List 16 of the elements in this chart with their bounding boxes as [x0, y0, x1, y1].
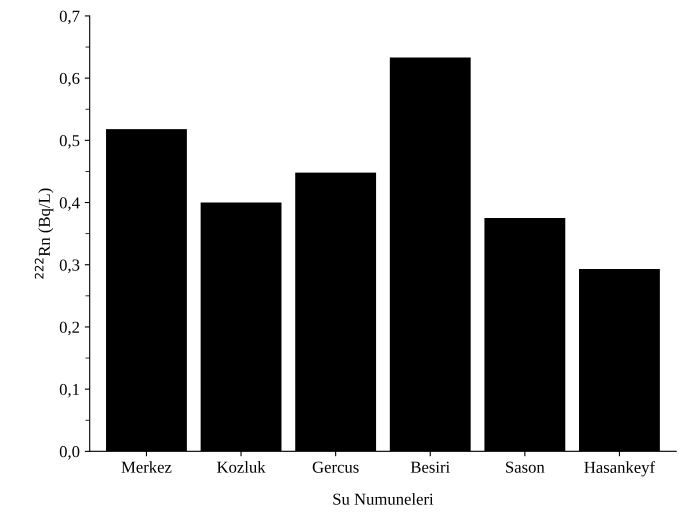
x-tick-label: Kozluk	[217, 461, 266, 473]
y-tick-label: 0,3	[60, 259, 80, 274]
x-tick-label: Merkez	[121, 461, 172, 473]
y-axis-title: $^{222}$Rn (Bq/L)	[34, 188, 54, 279]
x-tick-label: Sason	[506, 462, 544, 473]
y-tick-label: 0,2	[60, 322, 80, 336]
y-tick-label: 0,0	[60, 446, 80, 460]
x-tick-label: Besiri	[410, 462, 450, 473]
x-tick-label: Gercus	[312, 462, 359, 473]
y-tick-label: 0,4	[60, 197, 80, 211]
y-tick-label: 0,7	[60, 10, 80, 24]
y-tick-label: 0,6	[60, 72, 80, 86]
y-tick-label: 0,1	[60, 384, 79, 398]
x-axis-title: Su Numuneleri	[333, 493, 434, 505]
x-tick-label: Hasankeyf	[584, 461, 656, 476]
y-tick-label: 0,5	[60, 135, 80, 149]
